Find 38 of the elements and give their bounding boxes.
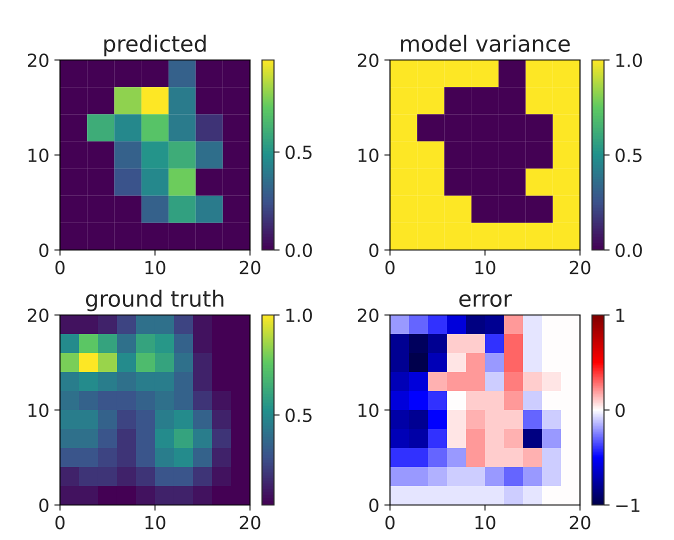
y-tick-label: 0 — [369, 498, 378, 512]
y-tick-label: 20 — [358, 53, 378, 68]
color-bar-label: 1 — [616, 308, 624, 322]
y-tick-label: 0 — [39, 498, 48, 512]
x-tick-label: 0 — [385, 516, 395, 530]
color-bar-label: 0.0 — [616, 243, 642, 258]
x-tick-label: 10 — [145, 516, 166, 530]
x-tick-label: 10 — [145, 260, 166, 274]
color-bar-label: 0.5 — [286, 408, 312, 422]
color-bar-label: −1 — [616, 498, 640, 512]
y-tick-label: 20 — [28, 308, 48, 322]
y-tick-label: 20 — [28, 53, 48, 68]
x-tick-label: 0 — [55, 260, 65, 274]
x-tick-label: 0 — [385, 260, 395, 274]
color-bar-label: 0 — [616, 403, 625, 418]
x-tick-label: 10 — [475, 516, 496, 530]
color-bar-label: 0.0 — [286, 243, 312, 258]
chart-title: predicted — [104, 34, 206, 56]
y-tick-label: 10 — [28, 148, 48, 162]
color-bar-label: 1.0 — [616, 53, 642, 68]
color-bar-label: 1.0 — [286, 308, 312, 322]
color-bar-label: 0.5 — [286, 146, 312, 160]
y-tick-label: 0 — [369, 243, 378, 258]
x-tick-label: 20 — [240, 516, 260, 530]
y-tick-label: 10 — [358, 403, 378, 418]
x-tick-label: 20 — [570, 260, 590, 274]
color-bar-label: 0.5 — [616, 148, 642, 162]
y-tick-label: 0 — [39, 243, 48, 258]
y-tick-label: 10 — [28, 403, 48, 418]
x-tick-label: 10 — [475, 260, 496, 274]
chart-title: error — [459, 294, 512, 307]
x-tick-label: 20 — [570, 516, 590, 530]
x-tick-label: 0 — [55, 516, 65, 530]
y-tick-label: 20 — [358, 308, 378, 322]
y-tick-label: 10 — [358, 148, 378, 162]
chart-title: ground truth — [86, 290, 224, 312]
chart-title: model variance — [401, 34, 570, 52]
x-tick-label: 20 — [240, 260, 260, 274]
